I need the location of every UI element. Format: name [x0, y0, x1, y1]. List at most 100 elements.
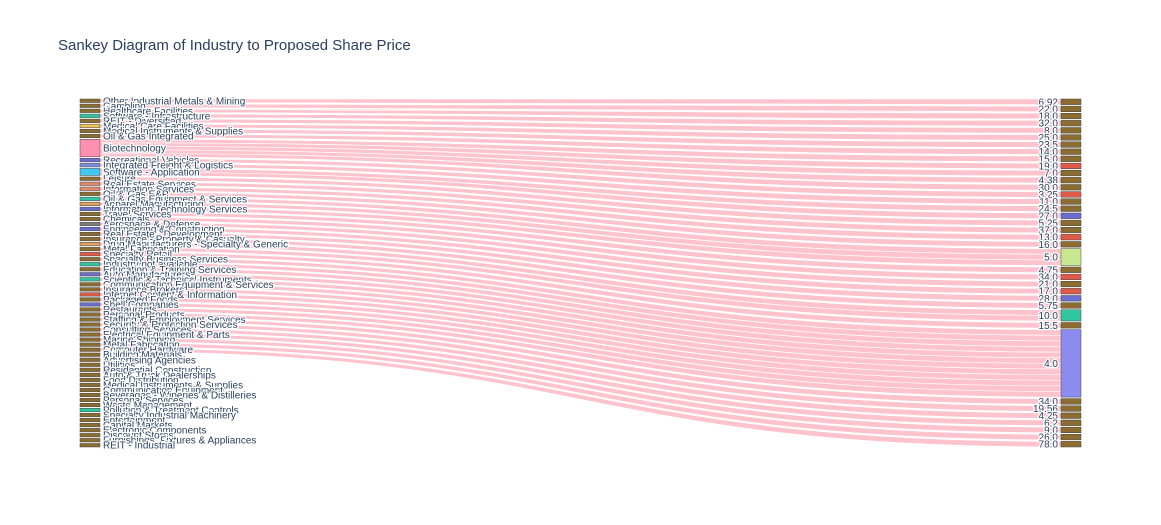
target-node[interactable] [1060, 120, 1082, 127]
source-node[interactable] [79, 176, 101, 181]
source-node[interactable] [79, 443, 101, 448]
target-node[interactable] [1060, 177, 1082, 184]
source-node[interactable] [79, 221, 101, 227]
target-node[interactable] [1060, 273, 1082, 280]
source-node[interactable] [79, 413, 101, 418]
source-node[interactable] [79, 133, 101, 138]
target-node[interactable] [1060, 398, 1082, 405]
target-node[interactable] [1060, 412, 1082, 419]
target-node[interactable] [1060, 405, 1082, 412]
source-node[interactable] [79, 372, 101, 377]
source-node[interactable] [79, 267, 101, 272]
source-node[interactable] [79, 392, 101, 397]
target-node[interactable] [1060, 241, 1082, 248]
source-node[interactable] [79, 438, 101, 443]
source-node[interactable] [79, 342, 101, 347]
source-node[interactable] [79, 302, 101, 307]
target-node[interactable] [1060, 322, 1082, 329]
source-node[interactable] [79, 433, 101, 438]
source-node[interactable] [79, 423, 101, 428]
source-node[interactable] [79, 211, 101, 216]
target-node[interactable] [1060, 434, 1082, 441]
target-node[interactable] [1060, 148, 1082, 155]
target-node[interactable] [1060, 191, 1082, 198]
source-node[interactable] [79, 128, 101, 133]
source-node[interactable] [79, 108, 101, 113]
source-node[interactable] [79, 181, 101, 186]
source-node[interactable] [79, 242, 101, 247]
target-node[interactable] [1060, 441, 1082, 448]
source-node[interactable] [79, 277, 101, 282]
target-node[interactable] [1060, 219, 1082, 226]
source-node[interactable] [79, 332, 101, 337]
source-node[interactable] [79, 186, 101, 191]
source-node[interactable] [79, 367, 101, 372]
target-node[interactable] [1060, 98, 1082, 105]
target-node[interactable] [1060, 170, 1082, 177]
source-node[interactable] [79, 118, 101, 123]
source-node[interactable] [79, 138, 101, 158]
source-node[interactable] [79, 196, 101, 201]
target-node[interactable] [1060, 248, 1082, 266]
source-node[interactable] [79, 272, 101, 277]
target-node[interactable] [1060, 155, 1082, 162]
source-node[interactable] [79, 352, 101, 357]
target-node[interactable] [1060, 309, 1082, 322]
target-node[interactable] [1060, 198, 1082, 205]
source-node[interactable] [79, 428, 101, 433]
target-node[interactable] [1060, 329, 1082, 398]
source-node[interactable] [79, 397, 101, 402]
source-node[interactable] [79, 103, 101, 108]
source-node[interactable] [79, 292, 101, 297]
target-node[interactable] [1060, 419, 1082, 426]
target-node[interactable] [1060, 205, 1082, 212]
source-node[interactable] [79, 282, 101, 287]
source-node[interactable] [79, 317, 101, 322]
target-node[interactable] [1060, 281, 1082, 288]
source-node[interactable] [79, 337, 101, 342]
source-node[interactable] [79, 327, 101, 332]
source-node[interactable] [79, 402, 101, 408]
source-node[interactable] [79, 262, 101, 267]
source-node[interactable] [79, 287, 101, 292]
source-node[interactable] [79, 163, 101, 168]
source-node[interactable] [79, 322, 101, 327]
source-node[interactable] [79, 158, 101, 163]
source-node[interactable] [79, 297, 101, 302]
target-node[interactable] [1060, 426, 1082, 433]
source-node[interactable] [79, 168, 101, 176]
source-node[interactable] [79, 307, 101, 312]
target-node[interactable] [1060, 234, 1082, 241]
source-node[interactable] [79, 206, 101, 211]
target-node[interactable] [1060, 212, 1082, 219]
source-node[interactable] [79, 377, 101, 382]
source-node[interactable] [79, 387, 101, 392]
source-node[interactable] [79, 123, 101, 128]
source-node[interactable] [79, 408, 101, 413]
target-node[interactable] [1060, 105, 1082, 112]
source-node[interactable] [79, 201, 101, 206]
target-node[interactable] [1060, 295, 1082, 302]
sankey-link[interactable] [99, 98, 1062, 105]
source-node[interactable] [79, 247, 101, 252]
source-node[interactable] [79, 237, 101, 242]
target-node[interactable] [1060, 127, 1082, 134]
target-node[interactable] [1060, 227, 1082, 234]
source-node[interactable] [79, 227, 101, 232]
sankey-link[interactable] [99, 226, 1062, 295]
source-node[interactable] [79, 347, 101, 352]
target-node[interactable] [1060, 288, 1082, 295]
source-node[interactable] [79, 312, 101, 317]
source-node[interactable] [79, 191, 101, 196]
source-node[interactable] [79, 382, 101, 387]
target-node[interactable] [1060, 302, 1082, 309]
source-node[interactable] [79, 216, 101, 221]
source-node[interactable] [79, 98, 101, 103]
target-node[interactable] [1060, 266, 1082, 273]
source-node[interactable] [79, 362, 101, 367]
source-node[interactable] [79, 252, 101, 257]
source-node[interactable] [79, 357, 101, 362]
source-node[interactable] [79, 418, 101, 423]
target-node[interactable] [1060, 113, 1082, 120]
target-node[interactable] [1060, 162, 1082, 169]
